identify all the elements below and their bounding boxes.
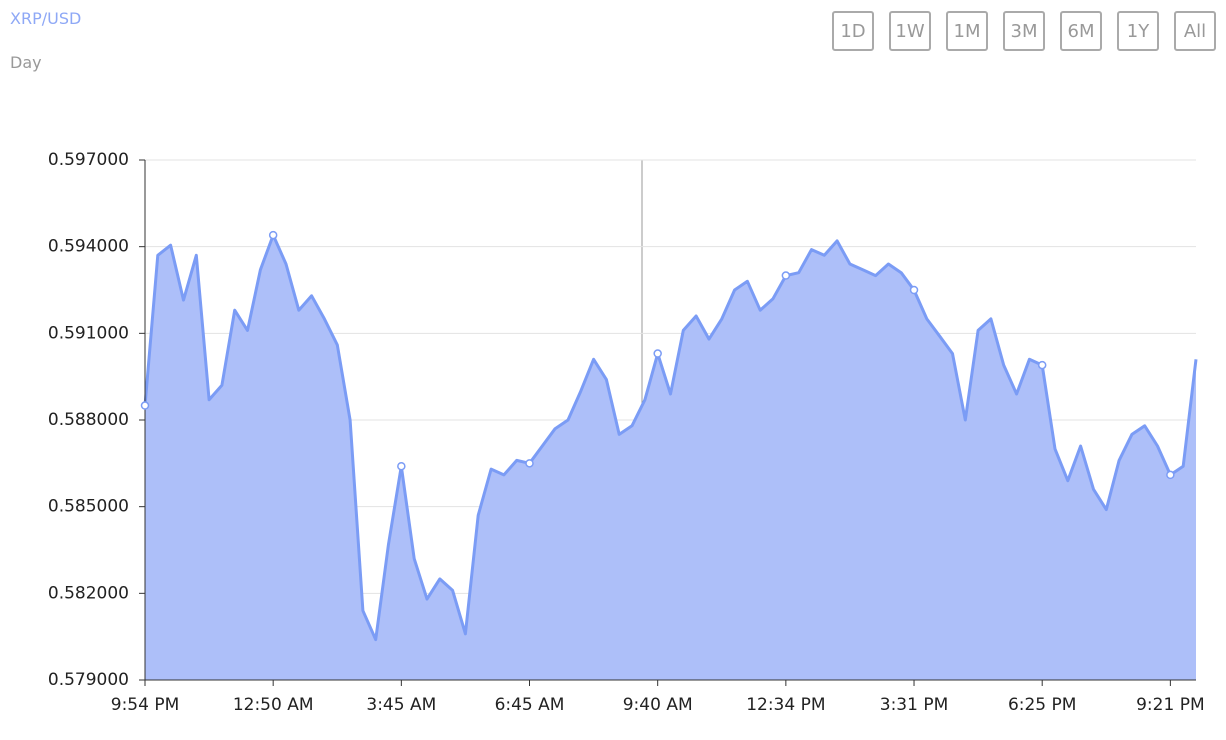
y-tick-label: 0.594000 bbox=[48, 237, 129, 257]
x-tick-label: 9:21 PM bbox=[1136, 695, 1205, 715]
point-marker bbox=[1037, 360, 1047, 370]
x-tick-label: 3:45 AM bbox=[366, 695, 436, 715]
area bbox=[145, 235, 1196, 680]
y-tick-label: 0.585000 bbox=[48, 497, 129, 517]
y-tick-label: 0.591000 bbox=[48, 323, 129, 343]
x-tick-label: 12:34 PM bbox=[746, 695, 825, 715]
range-button[interactable]: 1M bbox=[946, 11, 988, 51]
point-marker bbox=[909, 285, 919, 295]
point-marker bbox=[653, 349, 662, 358]
range-button[interactable]: 3M bbox=[1003, 11, 1045, 51]
y-tick-label: 0.579000 bbox=[48, 670, 129, 690]
pair-title: XRP/USD bbox=[10, 9, 82, 28]
x-tick-label: 6:25 PM bbox=[1008, 695, 1077, 715]
range-buttons: 1D 1W 1M 3M 6M 1Y All bbox=[832, 11, 1216, 51]
x-tick-label: 3:31 PM bbox=[880, 695, 949, 715]
x-tick-label: 9:54 PM bbox=[111, 695, 180, 715]
line bbox=[143, 233, 1198, 642]
x-tick-label: 9:40 AM bbox=[623, 695, 693, 715]
range-button[interactable]: All bbox=[1174, 11, 1216, 51]
interval-label: Day bbox=[10, 53, 42, 72]
range-button[interactable]: 1Y bbox=[1117, 11, 1159, 51]
point-marker bbox=[268, 230, 278, 240]
y-tick-label: 0.582000 bbox=[48, 583, 129, 603]
x-tick-label: 12:50 AM bbox=[233, 695, 314, 715]
range-button[interactable]: 1W bbox=[889, 11, 931, 51]
range-button[interactable]: 1D bbox=[832, 11, 874, 51]
range-button[interactable]: 6M bbox=[1060, 11, 1102, 51]
point-marker bbox=[781, 271, 791, 280]
y-tick-label: 0.588000 bbox=[48, 410, 129, 430]
point-marker bbox=[525, 459, 534, 468]
point-marker bbox=[397, 461, 406, 471]
point-marker bbox=[1166, 470, 1175, 480]
y-tick-label: 0.597000 bbox=[48, 150, 129, 170]
point-marker bbox=[140, 401, 150, 410]
x-tick-label: 6:45 AM bbox=[495, 695, 565, 715]
